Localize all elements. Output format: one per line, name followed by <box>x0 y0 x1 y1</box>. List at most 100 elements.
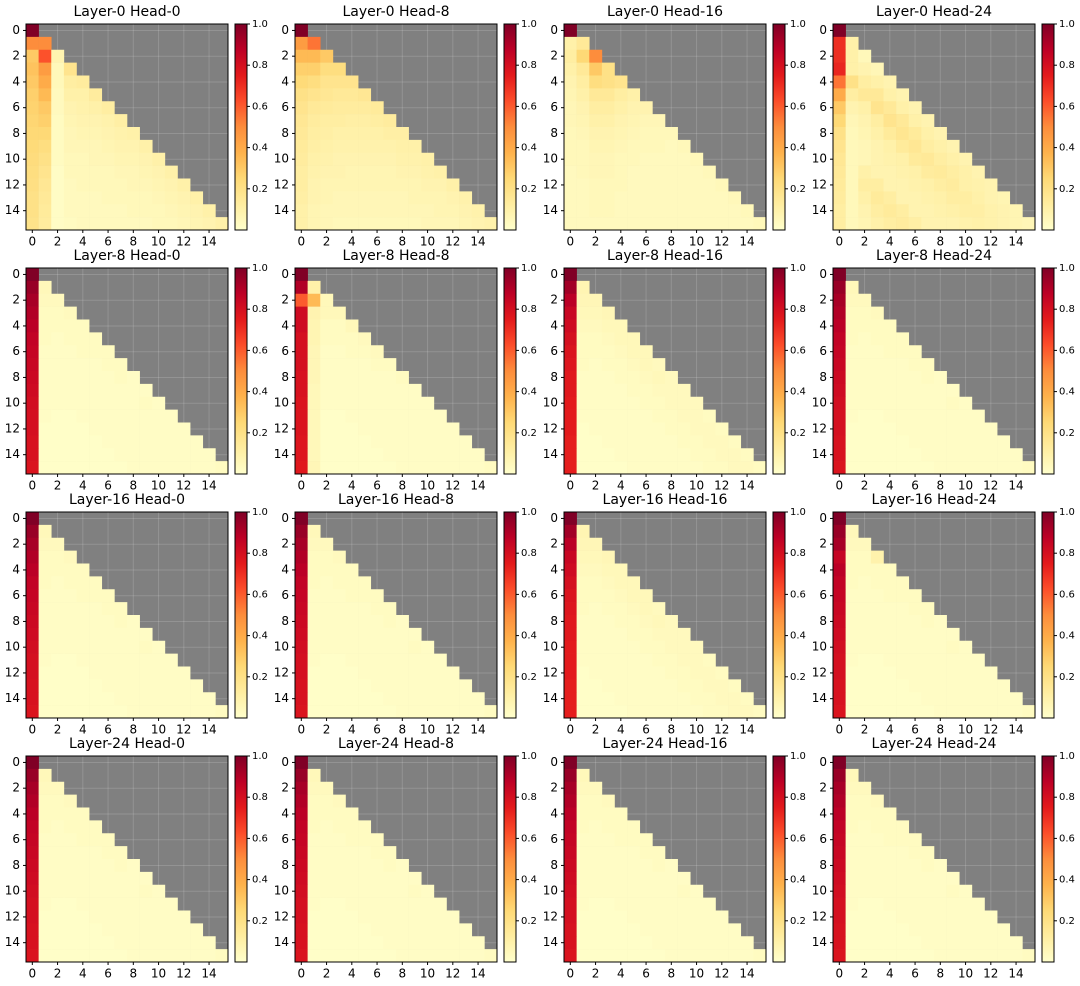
heatmap-cell <box>576 537 590 551</box>
heatmap-cell <box>51 602 65 616</box>
heatmap-cell <box>345 152 359 166</box>
heatmap-cell <box>934 371 947 385</box>
heatmap-cell <box>601 371 615 385</box>
colorbar-tick-label: 0.8 <box>1059 304 1075 315</box>
heatmap-cell <box>370 152 384 166</box>
heatmap-cell <box>908 152 922 166</box>
heatmap-cell <box>858 833 872 847</box>
heatmap-cell <box>870 422 884 436</box>
heatmap-cell <box>883 859 897 873</box>
heatmap-cell <box>908 679 922 693</box>
heatmap-cell <box>639 165 653 179</box>
colorbar-tick-label: 0.8 <box>252 548 268 559</box>
heatmap-cell <box>127 679 140 693</box>
heatmap-cell <box>883 178 897 192</box>
heatmap-cell <box>858 807 872 821</box>
heatmap-cell <box>564 640 577 654</box>
heatmap-cell <box>295 615 308 629</box>
heatmap-cell <box>76 846 90 860</box>
heatmap-cell <box>345 358 359 372</box>
heatmap-cell <box>934 666 947 680</box>
colorbar-tick-label: 0.8 <box>252 60 268 71</box>
heatmap-cell <box>345 345 359 359</box>
heatmap-cell <box>127 949 140 963</box>
heatmap-cell <box>946 936 960 950</box>
x-tick-label: 6 <box>911 235 919 249</box>
heatmap-cell <box>740 692 754 706</box>
heatmap-cell <box>307 692 321 706</box>
heatmap-cell <box>345 101 359 115</box>
heatmap-cell <box>89 653 103 667</box>
heatmap-cell <box>883 371 897 385</box>
heatmap-cell <box>484 949 498 963</box>
heatmap-cell <box>345 692 359 706</box>
heatmap-cell <box>38 666 52 680</box>
colorbar <box>1041 267 1055 475</box>
heatmap-cell <box>652 884 666 898</box>
heatmap-cell <box>63 461 77 475</box>
x-tick-label: 4 <box>886 235 894 249</box>
heatmap-cell <box>101 910 115 924</box>
heatmap-cell <box>358 101 372 115</box>
heatmap-cell <box>576 114 590 128</box>
heatmap-cell <box>127 448 140 462</box>
heatmap-cell <box>601 422 615 436</box>
heatmap-cell <box>190 692 204 706</box>
heatmap-cell <box>934 949 947 963</box>
heatmap-cell <box>127 371 140 385</box>
heatmap-cell <box>908 409 922 423</box>
y-tick-label: 6 <box>550 344 558 358</box>
heatmap-cell <box>564 306 577 320</box>
heatmap-cell <box>101 666 115 680</box>
heatmap-cell <box>421 165 435 179</box>
heatmap-cell <box>576 653 590 667</box>
heatmap-cell <box>753 949 767 963</box>
heatmap-cell <box>190 679 204 693</box>
x-tick-label: 12 <box>983 479 998 493</box>
heatmap-cell <box>845 936 859 950</box>
colorbar-tick-label: 0.6 <box>790 345 806 356</box>
heatmap-cell <box>740 461 754 475</box>
heatmap-cell <box>26 859 39 873</box>
x-tick-label: 0 <box>28 723 36 737</box>
heatmap-cell <box>883 666 897 680</box>
heatmap-cell <box>202 448 216 462</box>
heatmap-cell <box>307 165 321 179</box>
heatmap-cell <box>971 705 985 719</box>
colorbar-tick-label: 1.0 <box>790 507 806 518</box>
heatmap-cell <box>51 640 65 654</box>
heatmap-cell <box>164 923 178 937</box>
heatmap-cell <box>332 383 346 398</box>
heatmap-cell <box>883 705 897 719</box>
heatmap-cell <box>589 396 603 410</box>
heatmap-cell <box>307 358 321 372</box>
heatmap-cell <box>858 448 872 462</box>
heatmap-cell <box>433 178 447 192</box>
heatmap-cell <box>459 705 473 719</box>
heatmap-cell <box>921 448 935 462</box>
heatmap-cell <box>76 152 90 166</box>
x-tick-label: 0 <box>28 479 36 493</box>
heatmap-cell <box>677 152 691 166</box>
heatmap-cell <box>38 859 52 873</box>
heatmap-cell <box>702 936 716 950</box>
heatmap-cell <box>896 640 910 654</box>
heatmap-cell <box>101 371 115 385</box>
heatmap-cell <box>89 936 103 950</box>
heatmap-cell <box>51 563 65 577</box>
heatmap-cell <box>614 666 628 680</box>
x-tick-label: 0 <box>835 723 843 737</box>
heatmap-cell <box>946 165 960 179</box>
heatmap-cell <box>433 692 447 706</box>
colorbar-tick-label: 0.2 <box>1059 184 1075 195</box>
plot-frame <box>25 755 229 963</box>
x-tick-label: 2 <box>592 967 600 981</box>
heatmap-cell <box>870 191 884 205</box>
heatmap-cell <box>421 679 435 693</box>
heatmap-cell <box>320 679 334 693</box>
x-tick-label: 4 <box>617 479 625 493</box>
heatmap-cell <box>320 602 334 616</box>
heatmap-cell <box>101 602 115 616</box>
x-tick-label: 10 <box>420 967 435 981</box>
heatmap-cell <box>307 615 321 629</box>
